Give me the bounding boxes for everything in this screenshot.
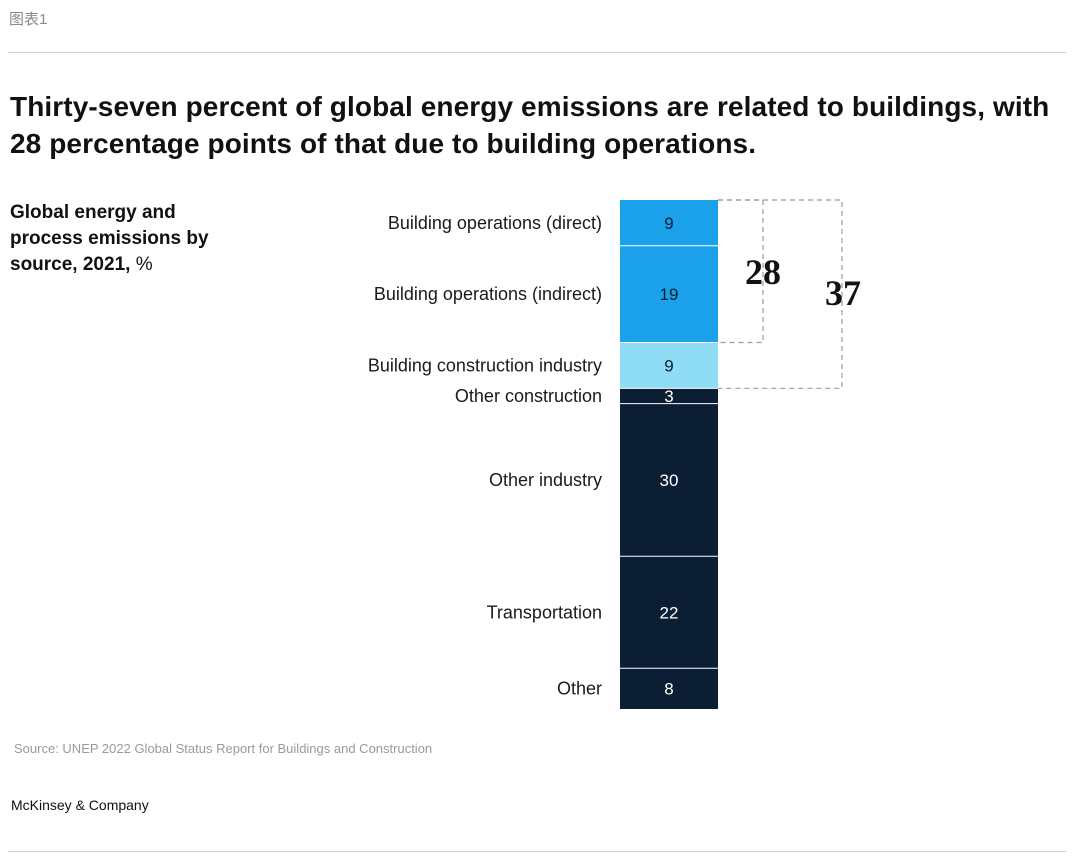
- bar-segment: [620, 388, 718, 404]
- segment-value-label: 9: [664, 356, 673, 375]
- brand-name: McKinsey & Company: [11, 797, 149, 813]
- category-label: Building operations (indirect): [374, 284, 602, 304]
- subtitle-text: Global energy and process emissions by s…: [10, 202, 209, 275]
- bar-segment: [620, 200, 718, 246]
- bottom-divider: [8, 851, 1066, 852]
- segment-value-label: 19: [660, 285, 679, 304]
- chart-subtitle: Global energy and process emissions by s…: [10, 200, 230, 278]
- segment-value-label: 3: [664, 387, 673, 406]
- bar-segment: [620, 403, 718, 557]
- chart-headline: Thirty-seven percent of global energy em…: [10, 91, 1050, 159]
- bracket-total-label: 28: [745, 252, 781, 292]
- bar-segment: [620, 245, 718, 343]
- subtitle-unit: %: [135, 254, 153, 275]
- top-divider: [8, 52, 1066, 53]
- segment-value-label: 9: [664, 214, 673, 233]
- figure-label: 图表1: [9, 11, 48, 28]
- bracket-total-label: 37: [825, 273, 861, 313]
- segment-value-label: 22: [660, 603, 679, 622]
- segment-value-label: 30: [660, 471, 679, 490]
- category-label: Building construction industry: [368, 355, 602, 375]
- bar-segment: [620, 556, 718, 669]
- bar-segment: [620, 668, 718, 709]
- category-label: Other construction: [455, 386, 602, 406]
- category-label: Transportation: [487, 602, 602, 622]
- category-label: Other: [557, 679, 602, 699]
- segment-value-label: 8: [664, 680, 673, 699]
- category-label: Other industry: [489, 470, 602, 490]
- bar-segment: [620, 342, 718, 389]
- category-label: Building operations (direct): [388, 213, 602, 233]
- bracket-line: [718, 199, 843, 389]
- source-note: Source: UNEP 2022 Global Status Report f…: [14, 741, 433, 756]
